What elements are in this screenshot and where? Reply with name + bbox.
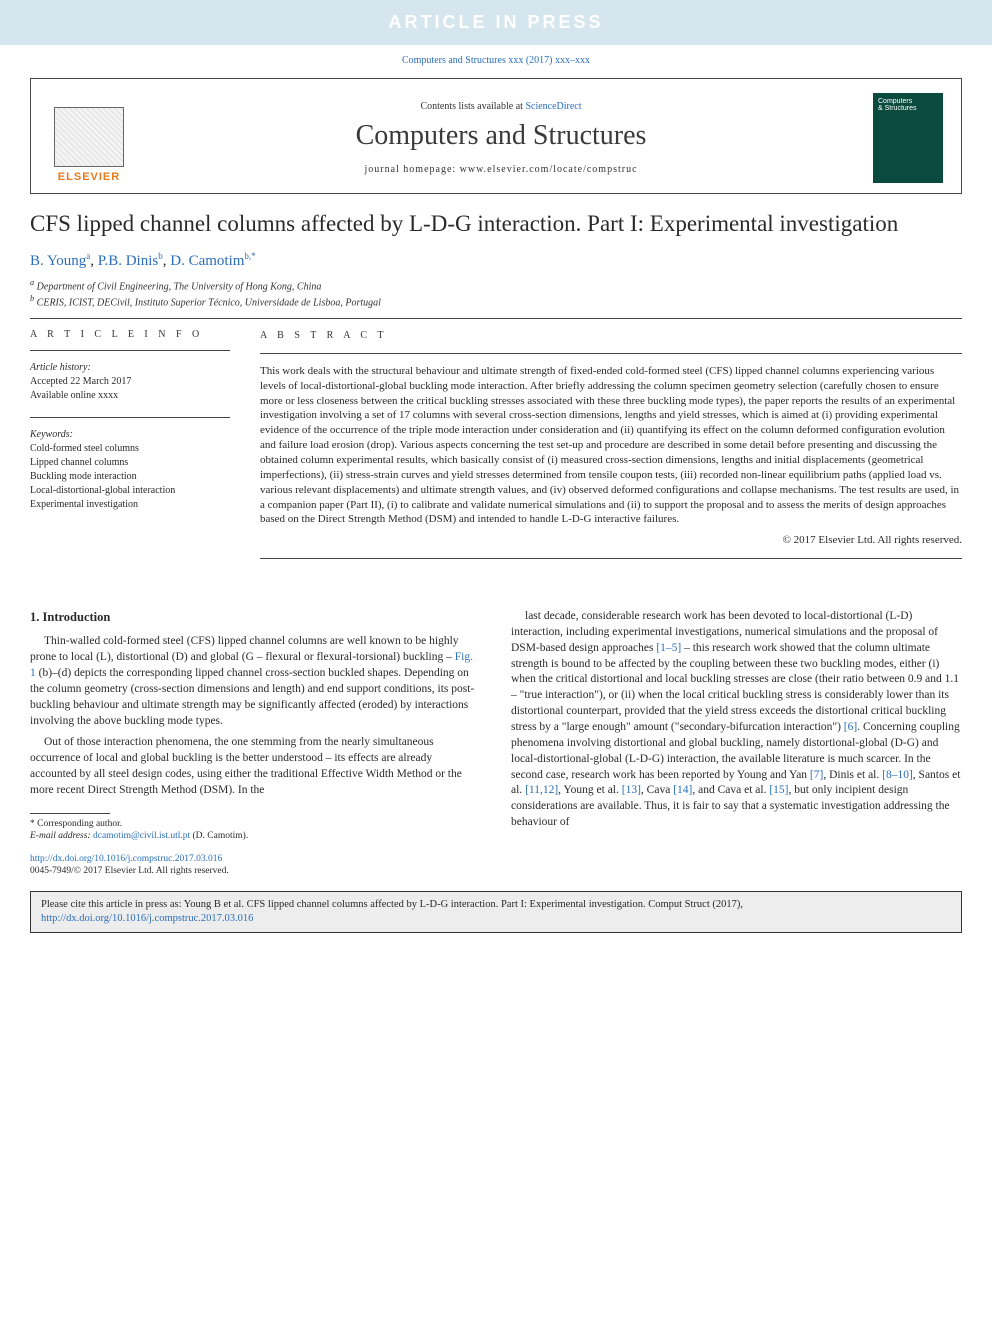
article-body: CFS lipped channel columns affected by L… — [30, 210, 962, 877]
journal-reference-line: Computers and Structures xxx (2017) xxx–… — [0, 55, 992, 66]
cover-line-2: & Structures — [878, 105, 938, 112]
intro-p3b: – this research work showed that the col… — [511, 642, 959, 733]
ref-14[interactable]: [14] — [673, 784, 692, 796]
author-2-aff[interactable]: b — [158, 251, 163, 261]
doi-link[interactable]: http://dx.doi.org/10.1016/j.compstruc.20… — [30, 854, 222, 864]
intro-p3h: , and Cava et al. — [692, 784, 769, 796]
ref-15[interactable]: [15] — [769, 784, 788, 796]
introduction-columns: 1. Introduction Thin-walled cold-formed … — [30, 609, 962, 877]
info-abstract-row: A R T I C L E I N F O Article history: A… — [30, 329, 962, 569]
banner-text: ARTICLE IN PRESS — [388, 12, 603, 32]
abstract-body: This work deals with the structural beha… — [260, 364, 962, 527]
corresponding-star[interactable]: * — [251, 251, 256, 261]
article-history: Article history: Accepted 22 March 2017 … — [30, 361, 230, 403]
elsevier-logo: ELSEVIER — [49, 93, 129, 183]
ref-6[interactable]: [6] — [844, 721, 857, 733]
sciencedirect-link[interactable]: ScienceDirect — [525, 101, 581, 112]
intro-p1: Thin-walled cold-formed steel (CFS) lipp… — [30, 634, 481, 729]
keyword-4: Experimental investigation — [30, 499, 138, 510]
rule-info-1 — [30, 350, 230, 351]
abstract-heading: A B S T R A C T — [260, 329, 962, 343]
header-center: Contents lists available at ScienceDirec… — [129, 101, 873, 175]
footnote-rule — [30, 813, 110, 814]
intro-p3g: , Cava — [641, 784, 673, 796]
intro-p1a: Thin-walled cold-formed steel (CFS) lipp… — [30, 635, 459, 663]
cover-line-1: Computers — [878, 98, 938, 105]
corresponding-footnote: * Corresponding author. E-mail address: … — [30, 818, 481, 843]
keyword-0: Cold-formed steel columns — [30, 443, 139, 454]
journal-name: Computers and Structures — [129, 120, 873, 152]
abstract-column: A B S T R A C T This work deals with the… — [260, 329, 962, 569]
abstract-copyright: © 2017 Elsevier Ltd. All rights reserved… — [260, 533, 962, 548]
author-1-aff[interactable]: a — [86, 251, 90, 261]
cite-doi-link[interactable]: http://dx.doi.org/10.1016/j.compstruc.20… — [41, 913, 253, 924]
author-3[interactable]: D. Camotim — [170, 253, 244, 269]
keyword-1: Lipped channel columns — [30, 457, 128, 468]
affiliation-a: a Department of Civil Engineering, The U… — [30, 278, 962, 292]
elsevier-wordmark: ELSEVIER — [58, 171, 120, 183]
keywords-label: Keywords: — [30, 429, 73, 440]
intro-p2: Out of those interaction phenomena, the … — [30, 735, 481, 798]
online-date: Available online xxxx — [30, 390, 118, 401]
contents-prefix: Contents lists available at — [420, 101, 525, 112]
cite-box: Please cite this article in press as: Yo… — [30, 891, 962, 932]
authors-line: B. Younga, P.B. Dinisb, D. Camotimb,* — [30, 251, 962, 270]
email-after: (D. Camotim). — [190, 831, 248, 841]
rule-abstract — [260, 353, 962, 354]
email-label: E-mail address: — [30, 831, 93, 841]
author-2[interactable]: P.B. Dinis — [98, 253, 158, 269]
affiliation-b: b CERIS, ICIST, DECivil, Instituto Super… — [30, 294, 962, 308]
elsevier-tree-icon — [54, 107, 124, 167]
author-1[interactable]: B. Young — [30, 253, 86, 269]
accepted-date: Accepted 22 March 2017 — [30, 376, 131, 387]
keywords-block: Keywords: Cold-formed steel columns Lipp… — [30, 428, 230, 512]
intro-heading: 1. Introduction — [30, 609, 481, 626]
article-info-column: A R T I C L E I N F O Article history: A… — [30, 329, 230, 569]
ref-1-5[interactable]: [1–5] — [656, 642, 681, 654]
keyword-3: Local-distortional-global interaction — [30, 485, 175, 496]
in-press-banner: ARTICLE IN PRESS — [0, 0, 992, 45]
ref-8-10[interactable]: [8–10] — [882, 769, 913, 781]
rule-info-2 — [30, 417, 230, 418]
intro-p3: last decade, considerable research work … — [511, 609, 962, 831]
intro-p3f: , Young et al. — [558, 784, 622, 796]
journal-cover-thumbnail: Computers & Structures — [873, 93, 943, 183]
journal-homepage: journal homepage: www.elsevier.com/locat… — [129, 164, 873, 175]
rule-abstract-bottom — [260, 558, 962, 559]
ref-11-12[interactable]: [11,12] — [525, 784, 558, 796]
ref-7[interactable]: [7] — [810, 769, 823, 781]
journal-ref-link[interactable]: Computers and Structures xxx (2017) xxx–… — [402, 55, 590, 66]
affiliation-a-text: Department of Civil Engineering, The Uni… — [37, 281, 322, 292]
affiliation-b-text: CERIS, ICIST, DECivil, Instituto Superio… — [37, 297, 381, 308]
rule-top — [30, 318, 962, 319]
cite-text: Please cite this article in press as: Yo… — [41, 899, 743, 910]
issn-line: 0045-7949/© 2017 Elsevier Ltd. All right… — [30, 866, 229, 876]
contents-line: Contents lists available at ScienceDirec… — [129, 101, 873, 112]
corresponding-label: * Corresponding author. — [30, 819, 122, 829]
corresponding-email[interactable]: dcamotim@civil.ist.utl.pt — [93, 831, 190, 841]
ref-13[interactable]: [13] — [622, 784, 641, 796]
history-label: Article history: — [30, 362, 91, 373]
intro-p1b: (b)–(d) depicts the corresponding lipped… — [30, 667, 474, 727]
doi-block: http://dx.doi.org/10.1016/j.compstruc.20… — [30, 853, 481, 878]
article-info-heading: A R T I C L E I N F O — [30, 329, 230, 340]
article-title: CFS lipped channel columns affected by L… — [30, 210, 962, 239]
keyword-2: Buckling mode interaction — [30, 471, 137, 482]
intro-p3d: , Dinis et al. — [823, 769, 882, 781]
footnote-block: * Corresponding author. E-mail address: … — [30, 813, 481, 877]
journal-header-box: ELSEVIER Contents lists available at Sci… — [30, 78, 962, 194]
